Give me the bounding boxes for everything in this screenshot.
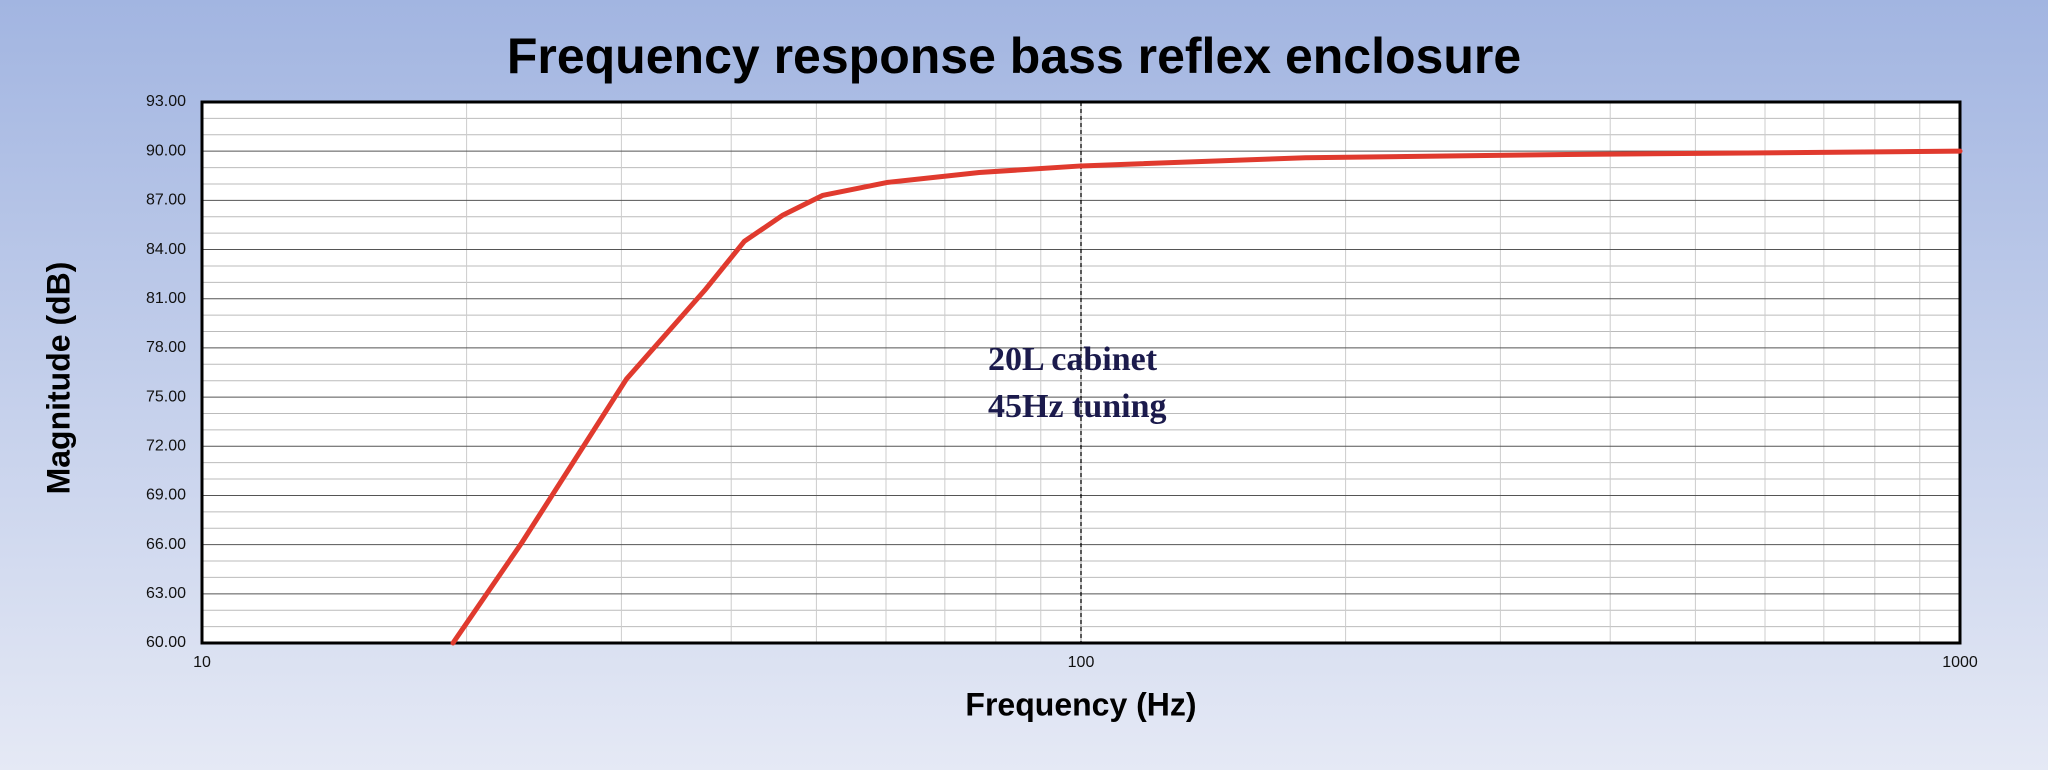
x-tick-label: 10	[193, 654, 211, 671]
annotation: 45Hz tuning	[988, 388, 1167, 425]
x-axis-label: Frequency (Hz)	[965, 686, 1196, 722]
y-tick-label: 84.00	[146, 241, 186, 258]
y-tick-label: 93.00	[146, 93, 186, 110]
y-axis-label: Magnitude (dB)	[40, 262, 76, 495]
y-tick-label: 78.00	[146, 339, 186, 356]
x-tick-label: 1000	[1942, 654, 1978, 671]
plot-border	[200, 100, 1962, 645]
line-series	[450, 148, 1963, 646]
y-tick-label: 75.00	[146, 388, 186, 405]
y-tick-label: 87.00	[146, 192, 186, 209]
x-tick-label: 100	[1068, 654, 1095, 671]
y-tick-label: 63.00	[146, 585, 186, 602]
y-tick-label: 69.00	[146, 487, 186, 504]
chart-title: Frequency response bass reflex enclosure	[507, 28, 1521, 84]
annotation: 20L cabinet	[988, 341, 1158, 378]
y-tick-label: 72.00	[146, 437, 186, 454]
y-tick-label: 66.00	[146, 536, 186, 553]
y-tick-label: 60.00	[146, 634, 186, 651]
y-tick-label: 90.00	[146, 142, 186, 159]
y-tick-label: 81.00	[146, 290, 186, 307]
